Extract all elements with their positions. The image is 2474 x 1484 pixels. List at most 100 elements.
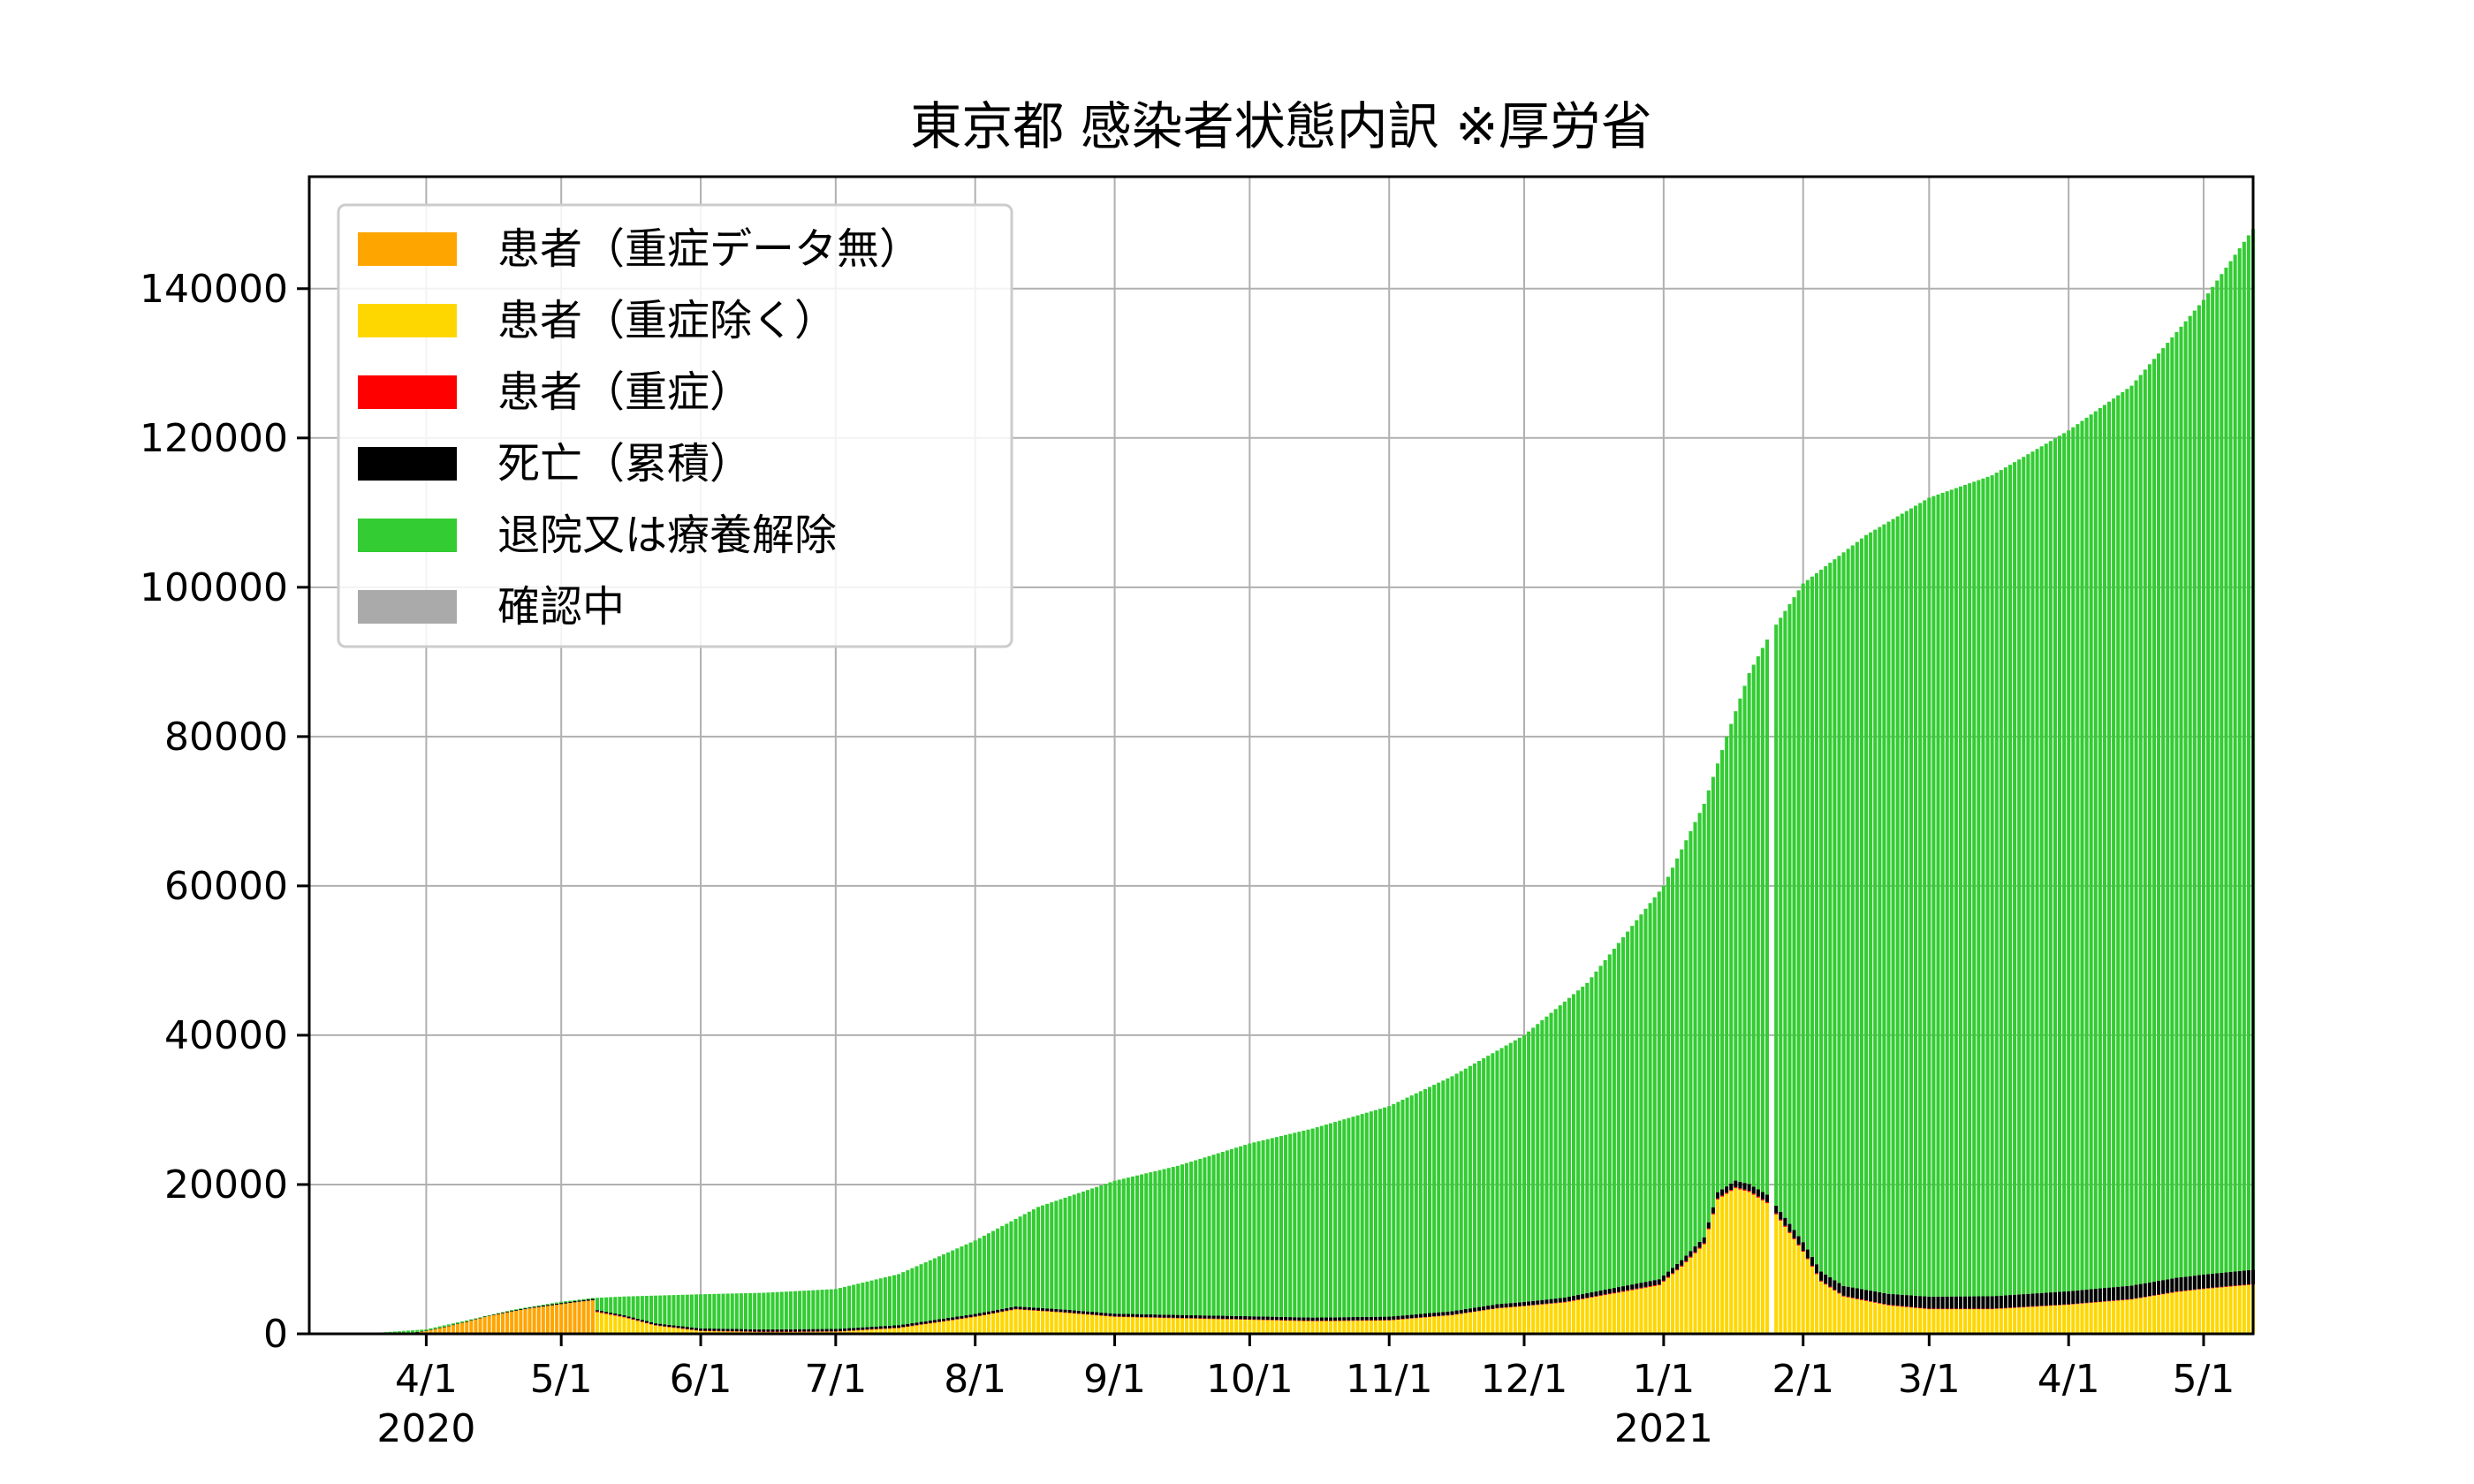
- bar-patient_severe: [703, 1330, 708, 1331]
- bar-deaths: [1742, 1183, 1747, 1190]
- bar-patient_severe: [1711, 1213, 1715, 1215]
- bar-recovered: [1157, 1170, 1162, 1315]
- bar-recovered: [2151, 359, 2156, 1282]
- bar-recovered: [577, 1299, 581, 1301]
- bar-recovered: [699, 1294, 703, 1329]
- bar-patient_excl_severe: [1738, 1189, 1742, 1334]
- bar-deaths: [775, 1329, 779, 1332]
- bar-patient_severe: [1697, 1247, 1702, 1249]
- bar-deaths: [1360, 1316, 1364, 1321]
- bar-patient_excl_severe: [1256, 1320, 1261, 1334]
- bar-patient_excl_severe: [2093, 1302, 2098, 1334]
- bar-recovered: [1351, 1117, 1355, 1318]
- bar-deaths: [500, 1312, 505, 1314]
- bar-patient_severe: [2102, 1301, 2106, 1302]
- bar-recovered: [2017, 459, 2022, 1295]
- bar-patient_no_severe: [541, 1306, 545, 1334]
- bar-patient_severe: [712, 1330, 717, 1332]
- bar-recovered: [1666, 876, 1670, 1272]
- bar-deaths: [901, 1324, 906, 1328]
- bar-patient_excl_severe: [1792, 1238, 1796, 1334]
- bar-deaths: [977, 1313, 982, 1316]
- bar-patient_excl_severe: [1099, 1315, 1104, 1334]
- bar-deaths: [2201, 1274, 2206, 1289]
- bar-patient_excl_severe: [1067, 1313, 1072, 1334]
- bar-patient_excl_severe: [1284, 1320, 1288, 1334]
- bar-recovered: [2174, 331, 2179, 1278]
- bar-deaths: [1185, 1314, 1189, 1319]
- bar-recovered: [1567, 997, 1571, 1298]
- bar-recovered: [694, 1294, 698, 1329]
- bar-patient_excl_severe: [640, 1321, 644, 1334]
- bar-recovered: [2121, 391, 2125, 1287]
- bar-recovered: [1931, 496, 1936, 1297]
- bar-deaths: [1274, 1316, 1279, 1321]
- bar-recovered: [1437, 1082, 1441, 1313]
- bar-deaths: [2134, 1284, 2138, 1298]
- bar-deaths: [986, 1311, 991, 1314]
- bar-deaths: [478, 1317, 482, 1319]
- bar-patient_severe: [717, 1330, 721, 1332]
- bar-deaths: [1734, 1180, 1738, 1187]
- bar-recovered: [2084, 417, 2089, 1290]
- bar-recovered: [1194, 1160, 1198, 1315]
- bar-recovered: [2048, 441, 2053, 1293]
- bar-patient_severe: [1981, 1308, 1985, 1310]
- bar-deaths: [568, 1301, 573, 1304]
- bar-patient_severe: [1378, 1320, 1383, 1321]
- bar-patient_excl_severe: [1661, 1281, 1666, 1334]
- bar-recovered: [712, 1293, 717, 1329]
- bar-patient_excl_severe: [1837, 1293, 1841, 1334]
- bar-recovered: [1734, 711, 1738, 1181]
- bar-patient_severe: [1553, 1302, 1558, 1304]
- bar-patient_severe: [1603, 1294, 1607, 1296]
- bar-deaths: [1018, 1306, 1022, 1310]
- bar-recovered: [2237, 248, 2242, 1271]
- bar-deaths: [1117, 1314, 1121, 1317]
- bar-patient_excl_severe: [1117, 1316, 1121, 1334]
- bar-deaths: [1859, 1289, 1863, 1300]
- bar-patient_excl_severe: [1387, 1320, 1392, 1334]
- bar-patient_severe: [1837, 1292, 1841, 1294]
- bar-patient_excl_severe: [1270, 1320, 1274, 1334]
- bar-recovered: [1441, 1080, 1446, 1313]
- bar-patient_excl_severe: [1968, 1309, 1972, 1334]
- bar-patient_excl_severe: [1626, 1291, 1630, 1334]
- bar-patient_excl_severe: [986, 1314, 991, 1334]
- bar-recovered: [1904, 511, 1909, 1296]
- bar-recovered: [1031, 1209, 1036, 1308]
- bar-patient_severe: [1265, 1320, 1270, 1321]
- bar-patient_excl_severe: [2170, 1292, 2174, 1334]
- bar-deaths: [2044, 1292, 2048, 1306]
- bar-deaths: [914, 1322, 919, 1326]
- bar-patient_severe: [2022, 1306, 2026, 1308]
- bar-deaths: [1972, 1296, 1977, 1309]
- bar-patient_excl_severe: [1923, 1308, 1927, 1334]
- bar-patient_no_severe: [491, 1314, 496, 1334]
- bar-deaths: [1796, 1236, 1801, 1245]
- bar-recovered: [1648, 903, 1652, 1282]
- bar-deaths: [1635, 1283, 1639, 1289]
- bar-patient_excl_severe: [1013, 1309, 1018, 1334]
- bar-deaths: [1405, 1314, 1409, 1319]
- bar-patient_excl_severe: [928, 1323, 932, 1334]
- bar-patient_severe: [1175, 1317, 1180, 1319]
- bar-deaths: [527, 1307, 532, 1309]
- bar-recovered: [613, 1297, 618, 1314]
- legend-label-patient_severe: 患者（重症）: [497, 367, 752, 417]
- bar-deaths: [1284, 1316, 1288, 1321]
- bar-patient_excl_severe: [717, 1330, 721, 1334]
- bar-deaths: [779, 1329, 784, 1332]
- bar-deaths: [2007, 1295, 2013, 1308]
- bar-patient_excl_severe: [1869, 1301, 1873, 1334]
- bar-patient_severe: [2192, 1289, 2197, 1291]
- bar-deaths: [1009, 1306, 1013, 1310]
- bar-deaths: [514, 1309, 519, 1311]
- bar-deaths: [1306, 1317, 1310, 1321]
- bar-recovered: [1824, 565, 1828, 1275]
- bar-patient_excl_severe: [856, 1329, 861, 1334]
- bar-patient_severe: [663, 1326, 667, 1327]
- bar-recovered: [2228, 261, 2233, 1272]
- bar-deaths: [1931, 1296, 1936, 1309]
- bar-deaths: [1031, 1307, 1036, 1311]
